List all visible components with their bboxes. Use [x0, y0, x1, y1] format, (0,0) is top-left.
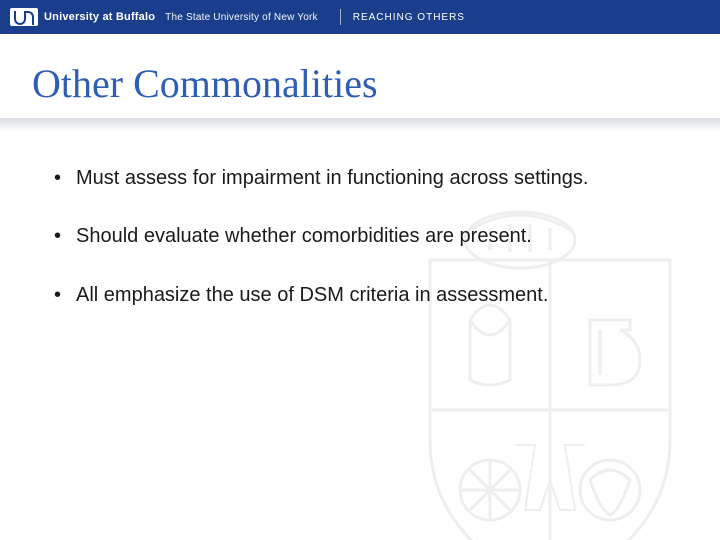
bullet-item: Should evaluate whether comorbidities ar… — [54, 223, 660, 249]
bullet-item: All emphasize the use of DSM criteria in… — [54, 282, 660, 308]
header-divider — [340, 9, 341, 25]
bullet-item: Must assess for impairment in functionin… — [54, 165, 660, 191]
content-area: Must assess for impairment in functionin… — [0, 121, 720, 308]
ub-logo-icon — [10, 8, 38, 26]
header-bar: University at Buffalo The State Universi… — [0, 0, 720, 34]
university-subtitle: The State University of New York — [165, 12, 318, 23]
bullet-list: Must assess for impairment in functionin… — [54, 165, 660, 308]
page-title: Other Commonalities — [32, 60, 688, 107]
title-wrap: Other Commonalities — [0, 34, 720, 121]
university-name: University at Buffalo — [44, 11, 155, 23]
logo-box: University at Buffalo The State Universi… — [10, 8, 318, 26]
slide: University at Buffalo The State Universi… — [0, 0, 720, 540]
header-tagline: REACHING OTHERS — [353, 12, 465, 23]
